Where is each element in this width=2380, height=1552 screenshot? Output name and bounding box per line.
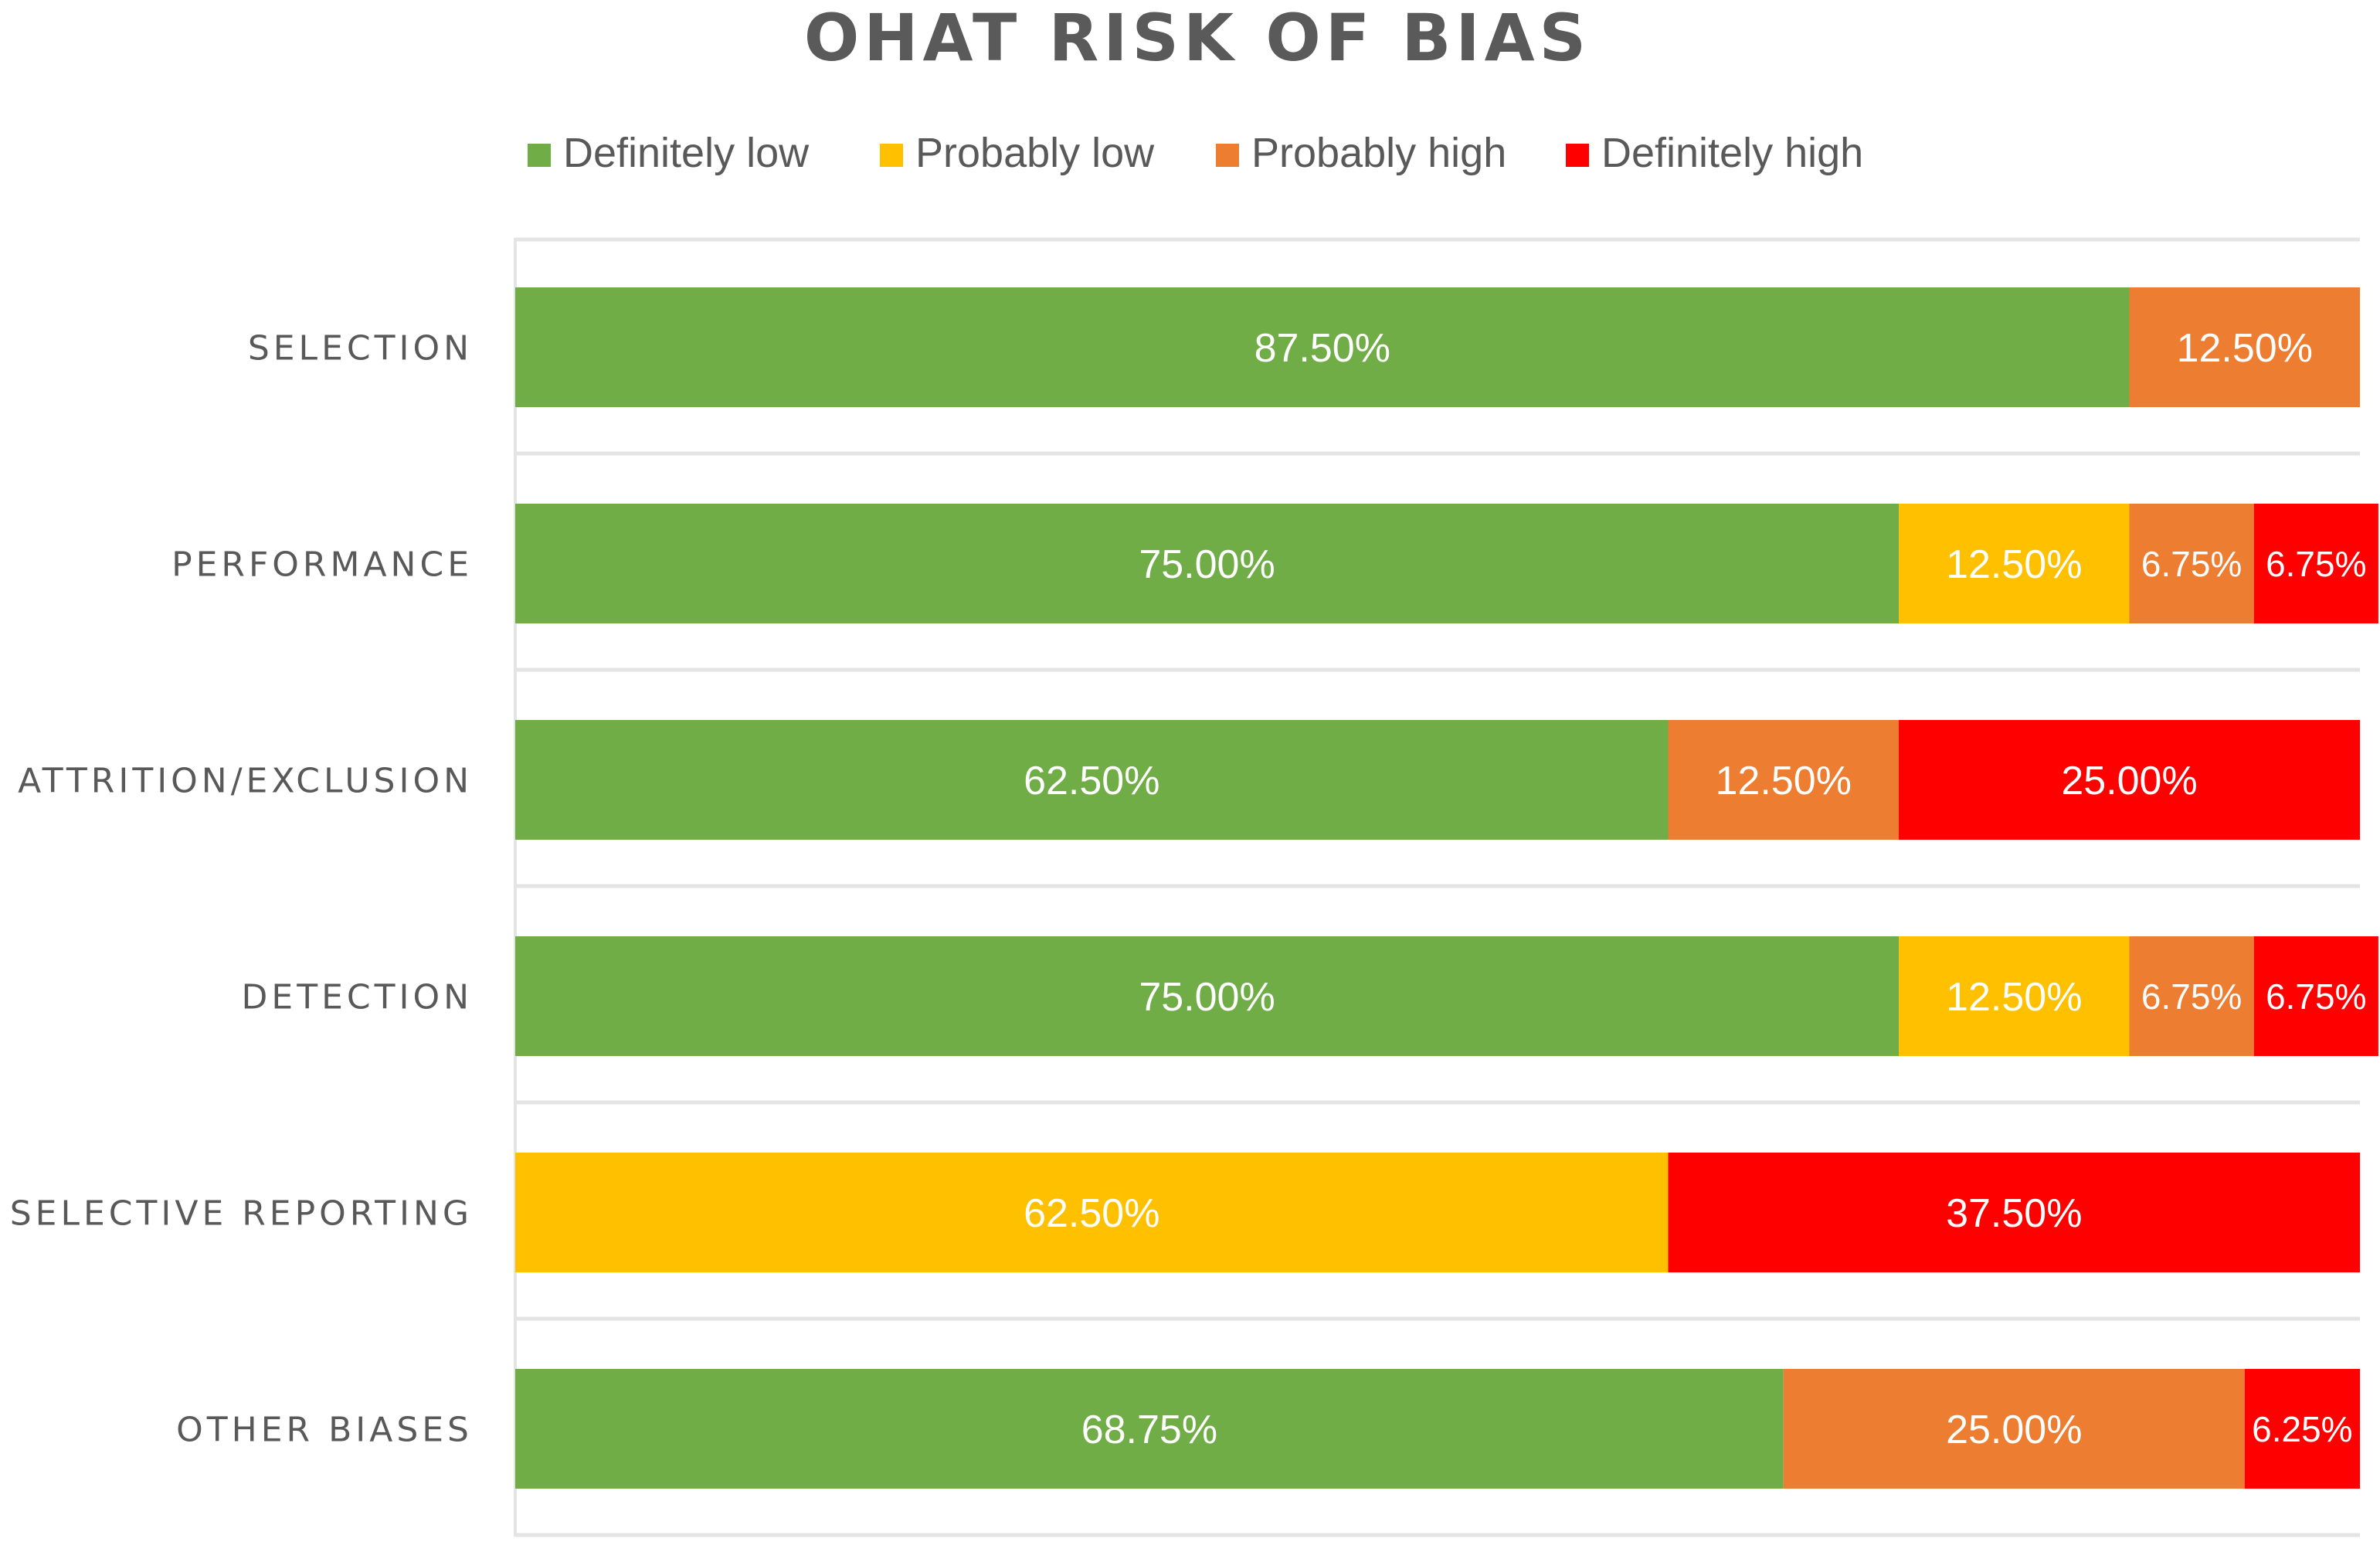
legend-item-definitely-high: Definitely high xyxy=(1566,130,1863,176)
legend-item-definitely-low: Definitely low xyxy=(528,130,810,176)
data-label: 12.50% xyxy=(1946,542,2082,587)
bar-row-performance: 75.00% 12.50% 6.75% 6.75% xyxy=(515,504,2378,623)
bar-segment-definitely-low xyxy=(515,287,2130,407)
category-label-performance: PERFORMANCE xyxy=(171,545,473,585)
bar-row-selection: 87.50% 12.50% xyxy=(515,287,2360,407)
category-label-selection: SELECTION xyxy=(248,329,473,368)
data-label: 12.50% xyxy=(1716,759,1852,803)
data-label: 37.50% xyxy=(1946,1191,2082,1236)
category-label-other-biases: OTHER BIASES xyxy=(176,1411,473,1450)
bar-segment-definitely-high xyxy=(1668,1153,2360,1272)
data-label: 6.75% xyxy=(2141,976,2242,1017)
chart-title: OHAT RISK OF BIAS xyxy=(804,0,1591,76)
bar-segment-definitely-low xyxy=(515,504,1899,623)
data-label: 25.00% xyxy=(2061,759,2197,803)
category-label-selective-reporting: SELECTIVE REPORTING xyxy=(10,1194,473,1234)
legend-item-probably-high: Probably high xyxy=(1216,130,1506,176)
bar-segment-definitely-low xyxy=(515,1369,1784,1489)
data-label: 12.50% xyxy=(1946,975,2082,1020)
bar-segment-probably-low xyxy=(1899,504,2130,623)
bar-row-selective-reporting: 62.50% 37.50% xyxy=(515,1153,2360,1272)
legend-swatch xyxy=(1566,144,1589,167)
bar-row-attrition-exclusion: 62.50% 12.50% 25.00% xyxy=(515,720,2360,840)
data-label: 75.00% xyxy=(1139,542,1275,587)
bar-segment-definitely-low xyxy=(515,720,1669,840)
legend-label: Probably low xyxy=(915,130,1155,176)
category-labels: SELECTION PERFORMANCE ATTRITION/EXCLUSION D… xyxy=(10,329,473,1450)
bar-segment-probably-high xyxy=(2129,936,2254,1056)
bar-segment-probably-high xyxy=(2129,287,2360,407)
category-label-attrition-exclusion: ATTRITION/EXCLUSION xyxy=(18,762,473,801)
legend-label: Probably high xyxy=(1251,130,1506,176)
bar-segment-probably-low xyxy=(1899,936,2130,1056)
legend: Definitely low Probably low Probably high D… xyxy=(528,130,1863,176)
bar-segment-probably-high xyxy=(1783,1369,2245,1489)
bars: 87.50% 12.50% 75.00% 12.50% 6.75% 6.75% 62.50%… xyxy=(515,287,2378,1489)
legend-item-probably-low: Probably low xyxy=(880,130,1155,176)
category-label-detection: DETECTION xyxy=(242,978,473,1017)
data-label: 68.75% xyxy=(1081,1408,1217,1452)
bar-segment-definitely-high xyxy=(2244,1369,2360,1489)
data-label: 62.50% xyxy=(1024,1191,1159,1236)
data-label: 62.50% xyxy=(1024,759,1159,803)
data-label: 75.00% xyxy=(1139,975,1275,1020)
bar-segment-probably-low xyxy=(515,1153,1669,1272)
data-label: 6.25% xyxy=(2252,1409,2352,1449)
bar-segment-definitely-low xyxy=(515,936,1899,1056)
legend-swatch xyxy=(528,144,551,167)
data-label: 6.75% xyxy=(2266,976,2366,1017)
bar-segment-definitely-high xyxy=(1899,720,2360,840)
legend-label: Definitely high xyxy=(1601,130,1863,176)
data-label: 6.75% xyxy=(2266,544,2366,584)
bar-segment-probably-high xyxy=(2129,504,2254,623)
data-label: 87.50% xyxy=(1255,326,1390,371)
legend-label: Definitely low xyxy=(563,130,810,176)
data-label: 25.00% xyxy=(1946,1408,2082,1452)
bar-row-other-biases: 68.75% 25.00% 6.25% xyxy=(515,1369,2360,1489)
data-label: 6.75% xyxy=(2141,544,2242,584)
legend-swatch xyxy=(1216,144,1239,167)
bar-segment-probably-high xyxy=(1668,720,1899,840)
bar-row-detection: 75.00% 12.50% 6.75% 6.75% xyxy=(515,936,2378,1056)
legend-swatch xyxy=(880,144,903,167)
bar-segment-definitely-high xyxy=(2253,504,2378,623)
gridlines xyxy=(514,237,2360,1537)
data-label: 12.50% xyxy=(2177,326,2313,371)
bar-segment-definitely-high xyxy=(2253,936,2378,1056)
